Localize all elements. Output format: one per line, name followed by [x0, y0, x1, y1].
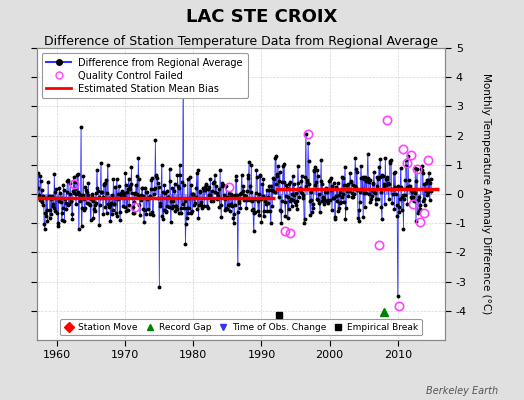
Text: LAC STE CROIX: LAC STE CROIX	[187, 8, 337, 26]
Title: Difference of Station Temperature Data from Regional Average: Difference of Station Temperature Data f…	[44, 35, 438, 48]
Legend: Station Move, Record Gap, Time of Obs. Change, Empirical Break: Station Move, Record Gap, Time of Obs. C…	[60, 319, 422, 336]
Text: Berkeley Earth: Berkeley Earth	[425, 386, 498, 396]
Y-axis label: Monthly Temperature Anomaly Difference (°C): Monthly Temperature Anomaly Difference (…	[481, 73, 491, 315]
